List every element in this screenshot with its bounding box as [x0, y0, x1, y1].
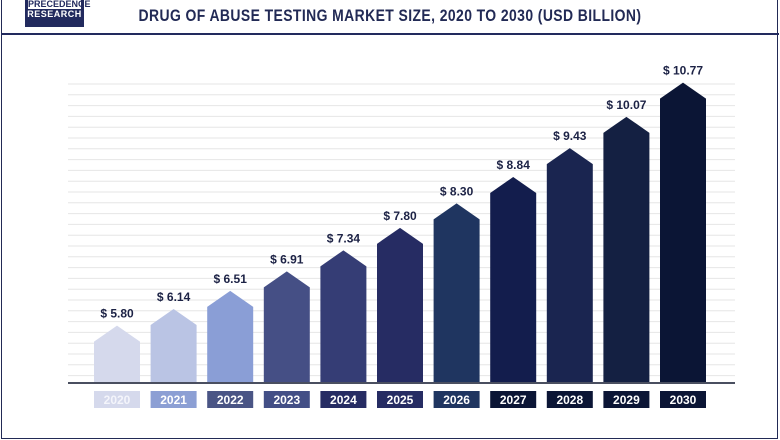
tick-label-2024: 2024 — [330, 393, 357, 407]
logo-line2: RESEARCH — [27, 9, 82, 19]
bar-2022 — [207, 290, 254, 383]
tick-label-2027: 2027 — [500, 393, 527, 407]
tick-label-2020: 2020 — [104, 393, 131, 407]
bar-2029 — [603, 116, 650, 383]
data-label-2020: $ 5.80 — [100, 307, 134, 321]
data-label-2023: $ 6.91 — [270, 252, 304, 266]
category-box-2028 — [546, 391, 593, 408]
data-label-2022: $ 6.51 — [214, 272, 248, 286]
category-box-2022 — [207, 391, 254, 408]
bar-2030 — [660, 82, 706, 383]
title-divider — [1, 33, 779, 35]
chart-title: DRUG OF ABUSE TESTING MARKET SIZE, 2020 … — [138, 6, 642, 25]
logo: PRECEDENCE RESEARCH — [25, 0, 91, 27]
data-label-2026: $ 8.30 — [440, 184, 474, 198]
bar-2020 — [94, 325, 140, 383]
tick-label-2030: 2030 — [670, 393, 697, 407]
logo-line1: PRECEDENCE — [28, 0, 91, 9]
category-box-2026 — [433, 391, 480, 408]
tick-label-2023: 2023 — [273, 393, 300, 407]
data-label-2025: $ 7.80 — [383, 209, 417, 223]
tick-label-2026: 2026 — [443, 393, 470, 407]
data-label-2021: $ 6.14 — [157, 290, 191, 304]
bar-2025 — [377, 227, 423, 383]
bar-2021 — [150, 309, 197, 383]
category-box-2023 — [263, 391, 310, 408]
tick-label-2029: 2029 — [613, 393, 640, 407]
bar-2028 — [546, 148, 593, 383]
data-label-2027: $ 8.84 — [497, 158, 531, 172]
category-box-2020 — [94, 391, 140, 408]
bar-2024 — [320, 250, 367, 383]
bar-2027 — [490, 176, 537, 383]
tick-label-2021: 2021 — [160, 393, 187, 407]
category-box-2024 — [320, 391, 367, 408]
data-label-2030: $ 10.77 — [663, 64, 703, 78]
category-box-2030 — [660, 391, 706, 408]
tick-label-2025: 2025 — [387, 393, 414, 407]
data-label-2028: $ 9.43 — [553, 129, 587, 143]
tick-label-2022: 2022 — [217, 393, 244, 407]
data-label-2024: $ 7.34 — [327, 231, 361, 245]
bar-2023 — [263, 271, 310, 383]
category-box-2021 — [150, 391, 197, 408]
tick-label-2028: 2028 — [556, 393, 583, 407]
bar-2026 — [433, 203, 480, 383]
category-box-2029 — [603, 391, 650, 408]
category-box-2025 — [377, 391, 423, 408]
category-box-2027 — [490, 391, 537, 408]
data-label-2029: $ 10.07 — [606, 98, 646, 112]
